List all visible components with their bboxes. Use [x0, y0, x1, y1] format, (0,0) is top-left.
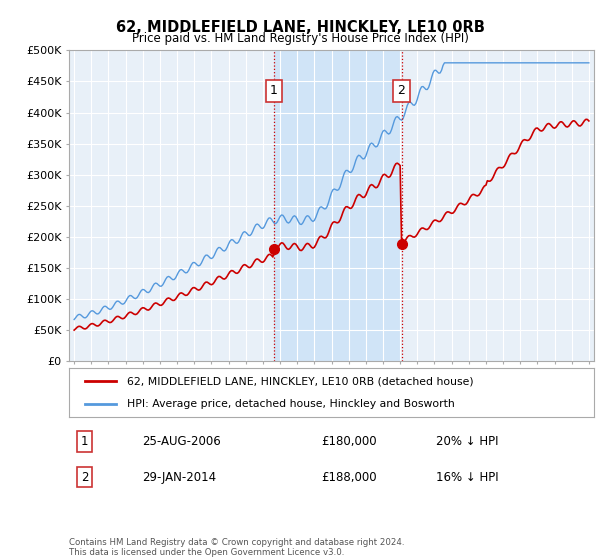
Text: 20% ↓ HPI: 20% ↓ HPI [437, 435, 499, 448]
Text: 2: 2 [81, 471, 89, 484]
Text: 25-AUG-2006: 25-AUG-2006 [143, 435, 221, 448]
Text: 29-JAN-2014: 29-JAN-2014 [143, 471, 217, 484]
Text: 16% ↓ HPI: 16% ↓ HPI [437, 471, 499, 484]
Text: 1: 1 [270, 85, 278, 97]
Text: 1: 1 [81, 435, 89, 448]
Text: £188,000: £188,000 [321, 471, 377, 484]
Text: £180,000: £180,000 [321, 435, 377, 448]
Text: 62, MIDDLEFIELD LANE, HINCKLEY, LE10 0RB (detached house): 62, MIDDLEFIELD LANE, HINCKLEY, LE10 0RB… [127, 376, 473, 386]
Bar [274, 50, 401, 361]
Text: Contains HM Land Registry data © Crown copyright and database right 2024.
This d: Contains HM Land Registry data © Crown c… [69, 538, 404, 557]
Text: HPI: Average price, detached house, Hinckley and Bosworth: HPI: Average price, detached house, Hinc… [127, 399, 455, 409]
Text: 2: 2 [398, 85, 406, 97]
Text: Price paid vs. HM Land Registry's House Price Index (HPI): Price paid vs. HM Land Registry's House … [131, 32, 469, 45]
Text: 62, MIDDLEFIELD LANE, HINCKLEY, LE10 0RB: 62, MIDDLEFIELD LANE, HINCKLEY, LE10 0RB [116, 20, 484, 35]
